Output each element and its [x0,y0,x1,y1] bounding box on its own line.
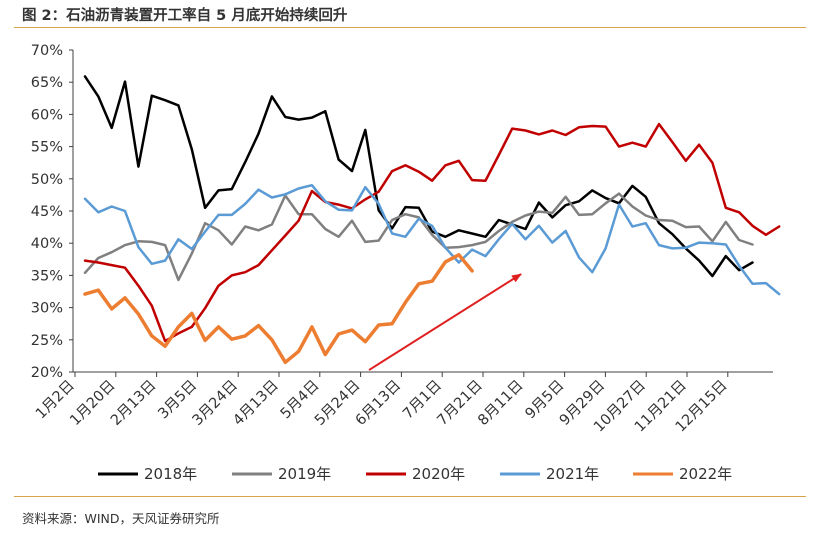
series-line-4 [83,253,474,365]
series-line-2 [83,122,781,343]
legend-label-0: 2018年 [144,465,197,483]
line-chart: 20% 25% 30% 35% 40% 45% 50% 55% 60% 65% 70% 1月2日1月… [31,43,781,483]
top-rule [14,27,806,28]
y-tick-label: 50% [31,172,63,188]
series-line-0 [83,75,754,278]
legend-label-1: 2019年 [278,465,331,483]
y-tick-label: 40% [31,236,63,252]
series-line-1 [83,192,754,282]
y-tick-label: 35% [31,268,63,284]
y-tick-label: 30% [31,301,63,317]
x-tick-label: 6月13日 [353,378,404,429]
y-tick-label: 25% [31,333,63,349]
y-tick-label: 70% [31,43,63,59]
y-tick-label: 65% [31,75,63,91]
x-tick-label: 2月13日 [108,378,159,429]
plot-lines [83,75,781,365]
y-axis: 20% 25% 30% 35% 40% 45% 50% 55% 60% 65% 70% [31,43,74,381]
x-tick-label: 4月13日 [230,378,281,429]
series-line-3 [83,183,781,296]
trend-arrow [368,273,522,371]
y-tick-label: 20% [31,365,63,381]
bottom-rule [14,496,806,497]
legend-label-4: 2022年 [679,465,732,483]
y-tick-label: 60% [31,107,63,123]
x-axis: 1月2日1月20日2月13日3月5日3月24日4月13日5月4日5月24日6月1… [33,371,773,435]
figure-title: 图 2：石油沥青装置开工率自 5 月底开始持续回升 [22,8,348,24]
legend-label-2: 2020年 [412,465,465,483]
y-tick-label: 45% [31,204,63,220]
legend: 2018年 2019年 2020年 2021年 2022年 [98,465,732,483]
y-tick-label: 55% [31,140,63,156]
x-tick-label: 8月11日 [475,378,526,429]
source-note: 资料来源：WIND，天风证券研究所 [22,511,220,526]
legend-label-3: 2021年 [546,465,599,483]
